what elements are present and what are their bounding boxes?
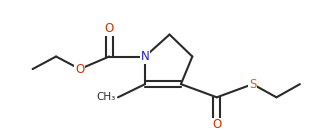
Text: O: O bbox=[212, 118, 221, 131]
Text: O: O bbox=[75, 63, 84, 76]
Text: O: O bbox=[105, 22, 114, 35]
Text: N: N bbox=[141, 50, 149, 63]
Text: S: S bbox=[249, 78, 256, 91]
Text: CH₃: CH₃ bbox=[96, 92, 115, 102]
